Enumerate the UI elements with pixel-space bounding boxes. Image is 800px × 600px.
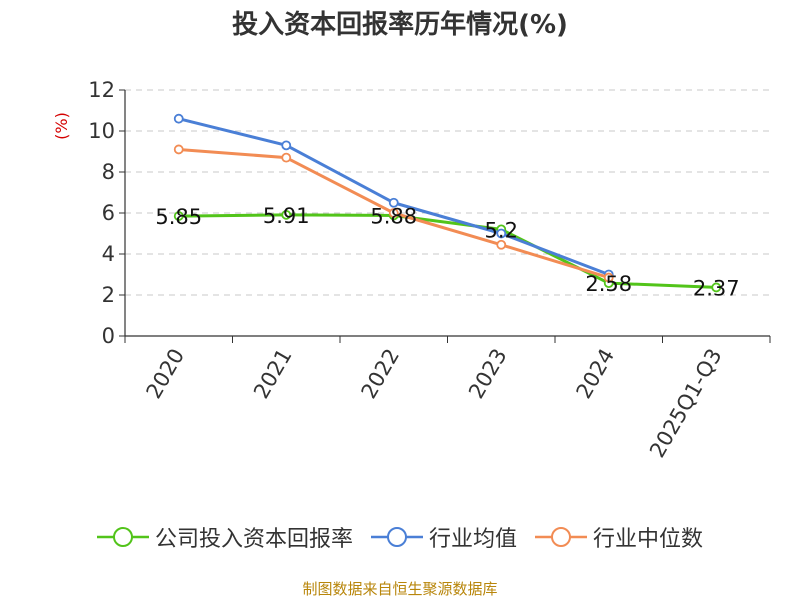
y-tick-label: 10 — [88, 119, 115, 143]
data-point — [173, 211, 184, 221]
data-point — [281, 209, 292, 220]
data-point — [388, 197, 399, 208]
data-label: 2.58 — [585, 272, 632, 296]
data-point — [496, 239, 507, 250]
legend: 公司投入资本回报率 行业均值 行业中位数 — [0, 520, 800, 554]
series-line-1 — [178, 117, 610, 276]
data-point — [496, 228, 507, 239]
data-point — [173, 144, 184, 155]
legend-label-industry-median: 行业中位数 — [593, 527, 704, 552]
x-tick-label: 2022 — [357, 345, 405, 403]
data-point — [388, 208, 399, 218]
data-point — [281, 152, 292, 163]
data-point — [173, 113, 184, 124]
x-tick-label: 2021 — [249, 345, 297, 403]
data-label: 5.85 — [155, 205, 202, 229]
y-axis-label: (%) — [52, 112, 71, 140]
data-point — [603, 272, 614, 283]
y-tick-label: 0 — [102, 324, 115, 348]
data-point — [281, 140, 292, 151]
y-tick-label: 2 — [102, 283, 115, 307]
y-tick-label: 6 — [102, 201, 115, 225]
legend-marker-icon — [96, 527, 149, 547]
x-tick-label: 2024 — [572, 345, 620, 403]
legend-label-industry-mean: 行业均值 — [428, 527, 517, 552]
y-tick-label: 8 — [102, 160, 115, 184]
data-point — [711, 282, 722, 293]
series-line-0 — [178, 213, 717, 289]
chart-title: 投入资本回报率历年情况(%) — [232, 10, 568, 40]
data-label: 2.37 — [693, 276, 740, 300]
y-tick-label: 4 — [102, 242, 115, 266]
legend-item-company[interactable]: 公司投入资本回报率 — [96, 521, 353, 553]
legend-marker-icon — [535, 527, 587, 547]
x-tick-label: 2025Q1-Q3 — [645, 345, 727, 462]
legend-item-industry-mean[interactable]: 行业均值 — [370, 521, 517, 553]
legend-item-industry-median[interactable]: 行业中位数 — [535, 521, 703, 553]
x-tick-label: 2023 — [464, 345, 512, 403]
data-label: 5.88 — [370, 204, 417, 228]
data-label: 5.2 — [485, 218, 518, 242]
x-tick-label: 2020 — [142, 345, 190, 403]
source-note: 制图数据来自恒生聚源数据库 — [302, 580, 498, 598]
legend-marker-icon — [370, 527, 423, 547]
y-tick-label: 12 — [88, 78, 115, 102]
legend-label-company: 公司投入资本回报率 — [154, 527, 353, 552]
data-label: 5.91 — [263, 204, 310, 228]
